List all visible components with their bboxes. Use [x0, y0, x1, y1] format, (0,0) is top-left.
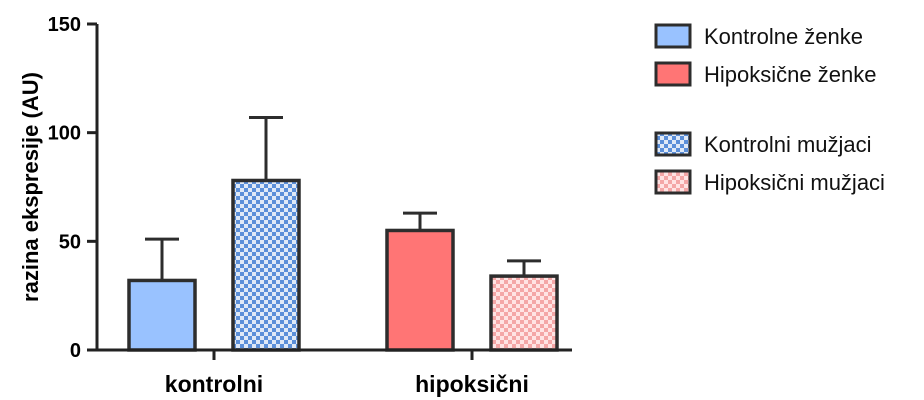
legend-label: Kontrolni mužjaci	[704, 132, 872, 157]
bar	[231, 178, 301, 352]
y-tick-label: 50	[59, 231, 81, 253]
bar	[489, 274, 559, 352]
legend-swatch	[654, 169, 692, 195]
category-label: kontrolni	[165, 371, 263, 397]
legend-swatch	[654, 23, 692, 49]
ticks-layer: 0 50 100 150	[48, 14, 97, 362]
legend-swatch	[654, 131, 692, 157]
y-tick-label: 150	[48, 14, 81, 36]
axes-layer	[95, 24, 572, 360]
legend-label: Hipoksični mužjaci	[704, 170, 885, 195]
legend-label: Kontrolne ženke	[704, 24, 863, 49]
legend-label: Hipoksične ženke	[704, 62, 876, 87]
y-axis-label: razina ekspresije (AU)	[18, 72, 43, 302]
bar	[385, 228, 455, 352]
category-labels: kontrolni hipoksični	[165, 371, 529, 397]
y-tick-label: 100	[48, 123, 81, 145]
bars-layer	[127, 115, 559, 352]
legend: Kontrolne ženke Hipoksične ženke Kontrolni…	[654, 23, 885, 195]
y-tick-label: 0	[70, 340, 81, 362]
bar	[127, 278, 197, 352]
category-label: hipoksični	[415, 371, 529, 397]
legend-swatch	[654, 61, 692, 87]
